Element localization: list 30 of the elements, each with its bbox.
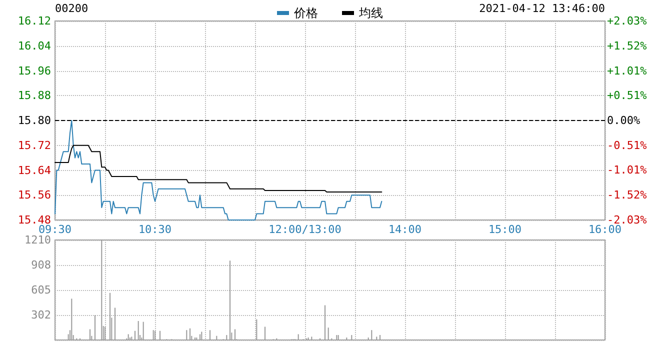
legend-label: 价格 <box>293 6 318 20</box>
y-tick-label: 15.96 <box>18 64 51 78</box>
y2-tick-label: +1.52% <box>607 40 648 52</box>
text: 00200 <box>55 2 88 15</box>
x-tick-label: 15:00 <box>488 223 522 236</box>
y-tick-label: 16.04 <box>18 39 52 52</box>
y2-tick-label: +2.03% <box>607 14 648 28</box>
y-tick-label: 15.56 <box>18 188 51 202</box>
y-tick-label: 15.64 <box>18 164 52 177</box>
y-tick-label: 16.12 <box>18 14 51 28</box>
y-tick-label: 15.72 <box>18 138 51 152</box>
y-tick-label: 908 <box>31 258 51 272</box>
text: 2021-04-12 13:46:00 <box>479 2 606 15</box>
y2-tick-label: 0.00% <box>607 114 640 127</box>
y2-tick-label: -1.01% <box>607 164 648 177</box>
y-tick-label: 605 <box>31 284 51 296</box>
y-tick-label: 1210 <box>24 234 51 246</box>
x-tick-label: 10:30 <box>138 223 172 236</box>
y-tick-label: 15.80 <box>18 114 51 127</box>
y2-tick-label: +1.01% <box>607 64 648 78</box>
x-tick-label: 12:00/13:00 <box>268 223 342 236</box>
y-tick-label: 302 <box>31 308 51 322</box>
x-tick-label: 14:00 <box>388 223 422 236</box>
legend-label: 均线 <box>358 6 383 20</box>
y2-tick-label: +0.51% <box>607 89 648 102</box>
y-tick-label: 15.88 <box>18 89 51 102</box>
line-series <box>54 144 382 193</box>
y2-tick-label: -0.51% <box>607 138 648 152</box>
line-series <box>54 120 382 220</box>
y2-tick-label: -1.52% <box>607 188 648 202</box>
